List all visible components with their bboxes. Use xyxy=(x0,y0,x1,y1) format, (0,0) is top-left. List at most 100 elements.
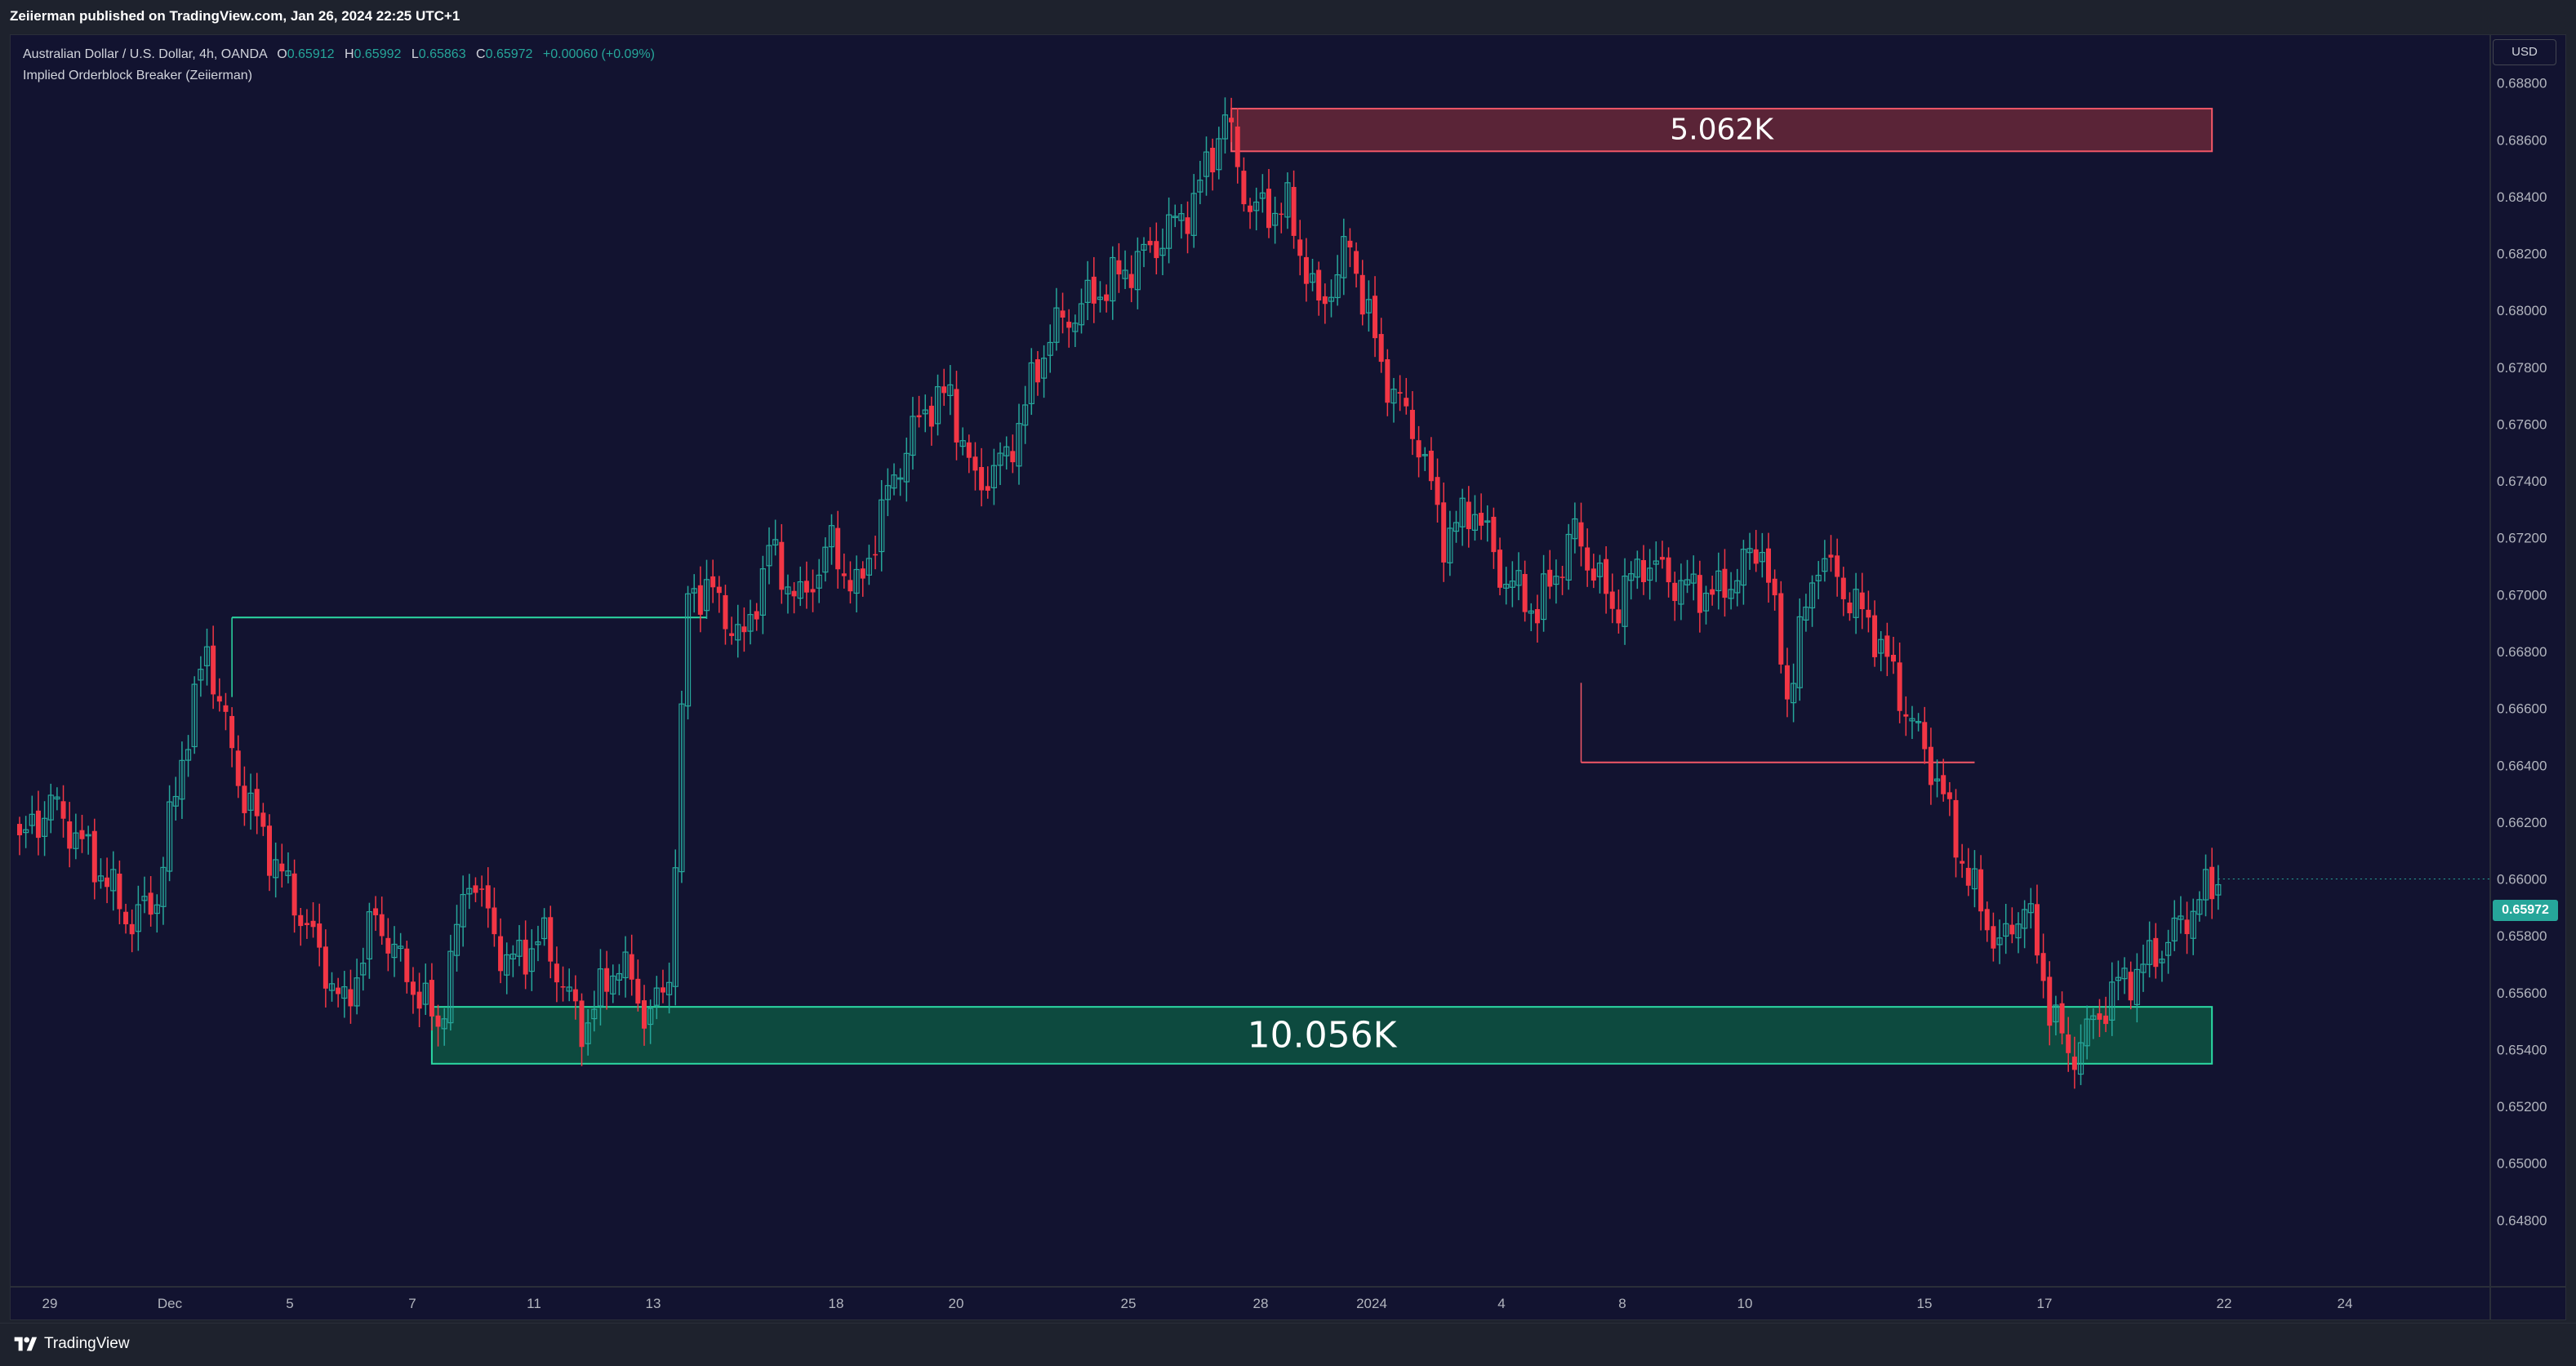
bearish-candle xyxy=(697,566,703,633)
y-tick-label: 0.67200 xyxy=(2497,531,2547,546)
bearish-candle xyxy=(1547,550,1553,599)
bearish-candle xyxy=(966,434,972,474)
bullish-candle xyxy=(1334,255,1341,306)
bearish-candle xyxy=(1185,201,1190,254)
bullish-candle xyxy=(203,628,211,686)
bearish-candle xyxy=(1291,170,1297,249)
bullish-candle xyxy=(2171,900,2178,951)
bearish-candle xyxy=(310,902,316,938)
bullish-candle xyxy=(1653,541,1659,582)
bearish-candle xyxy=(1347,228,1353,268)
bullish-candle xyxy=(73,813,79,860)
change-value: +0.00060 (+0.09%) xyxy=(542,47,655,61)
tradingview-logo-icon xyxy=(14,1337,38,1351)
bearish-candle xyxy=(629,934,634,996)
bullish-candle xyxy=(1390,377,1397,423)
bearish-candle xyxy=(373,896,379,932)
bullish-candle xyxy=(1453,510,1460,543)
tradingview-brand[interactable]: TradingView xyxy=(13,1335,130,1353)
bullish-candle xyxy=(1909,705,1915,740)
bullish-candle xyxy=(1728,572,1734,610)
bearish-candle xyxy=(1128,255,1134,303)
currency-button[interactable]: USD xyxy=(2493,39,2556,65)
bullish-candle xyxy=(1515,552,1522,601)
bearish-candle xyxy=(1359,260,1365,326)
low-label: L xyxy=(411,47,419,61)
bullish-candle xyxy=(1097,281,1104,313)
symbol-name[interactable]: Australian Dollar / U.S. Dollar, 4h, OAN… xyxy=(23,47,267,61)
bearish-candle xyxy=(1060,292,1066,334)
bullish-candle xyxy=(2140,944,2147,992)
bearish-candle xyxy=(479,875,485,907)
bullish-candle xyxy=(1634,550,1640,590)
bearish-candle xyxy=(1847,592,1853,621)
bullish-orderblock-volume-label: 10.056K xyxy=(1247,1014,1397,1057)
high-value: 0.65992 xyxy=(354,47,402,61)
candlestick-chart[interactable]: 0.68800 0.68600 0.68400 0.68200 0.68000 0.678… xyxy=(11,35,2565,1319)
bullish-candle xyxy=(1791,663,1797,723)
bearish-candle xyxy=(1441,482,1447,582)
bearish-candle xyxy=(1840,567,1846,616)
bullish-candle xyxy=(167,785,173,882)
bullish-candle xyxy=(1528,603,1534,632)
bullish-candle xyxy=(1272,196,1279,244)
y-tick-label: 0.65800 xyxy=(2497,928,2547,944)
bullish-candle xyxy=(2190,898,2196,955)
bearish-candle xyxy=(1641,545,1646,595)
bullish-candle xyxy=(1622,558,1628,645)
bullish-candle xyxy=(1341,218,1347,296)
bullish-candle xyxy=(398,932,404,962)
bullish-candle xyxy=(328,972,336,1002)
bullish-candle xyxy=(1016,403,1022,485)
chart-area[interactable]: 0.68800 0.68600 0.68400 0.68200 0.68000 0.678… xyxy=(10,34,2566,1320)
bearish-candle xyxy=(1416,425,1421,478)
x-tick-label: 4 xyxy=(1497,1296,1505,1311)
bullish-candle xyxy=(959,427,966,456)
bearish-candle xyxy=(473,877,478,902)
bearish-candle xyxy=(1279,202,1284,234)
bullish-candle xyxy=(97,858,105,889)
bullish-candle xyxy=(179,741,185,819)
x-tick-label: 20 xyxy=(949,1296,964,1311)
indicator-name[interactable]: Implied Orderblock Breaker (Zeiierman) xyxy=(23,69,252,82)
bearish-candle xyxy=(2040,933,2046,999)
x-tick-label: 29 xyxy=(42,1296,58,1311)
close-value: 0.65972 xyxy=(485,47,533,61)
bullish-candle xyxy=(1259,174,1266,213)
bearish-candle xyxy=(223,692,229,731)
bullish-candle xyxy=(47,783,54,834)
bullish-candle xyxy=(1565,523,1572,590)
bearish-candle xyxy=(1378,318,1384,373)
bullish-candle xyxy=(1740,540,1746,605)
bearish-candle xyxy=(348,969,354,1024)
bearish-candle xyxy=(1928,727,1933,805)
bearish-candle xyxy=(835,510,841,589)
bullish-candle xyxy=(653,976,660,1020)
bullish-candle xyxy=(160,857,167,925)
bearish-candle xyxy=(1559,565,1565,595)
y-tick-label: 0.68200 xyxy=(2497,247,2547,262)
bearish-candle xyxy=(1010,434,1016,474)
bullish-candle xyxy=(172,776,179,821)
bullish-candle xyxy=(591,990,598,1032)
bullish-candle xyxy=(822,537,829,582)
bullish-candle xyxy=(1190,174,1197,248)
bearish-candle xyxy=(1835,538,1840,597)
bullish-candle xyxy=(2215,865,2222,910)
bearish-candle xyxy=(211,625,216,710)
bullish-candle xyxy=(691,574,697,613)
bearish-candle xyxy=(954,371,959,461)
bullish-candle xyxy=(422,963,429,1015)
bullish-candle xyxy=(1509,561,1515,607)
x-tick-label: 24 xyxy=(2338,1296,2353,1311)
bearish-candle xyxy=(1872,600,1878,667)
bullish-candle xyxy=(897,468,904,496)
bullish-candle xyxy=(1022,385,1029,444)
bullish-candle xyxy=(797,566,803,607)
bearish-candle xyxy=(848,561,853,604)
bearish-candle xyxy=(1965,848,1971,897)
bearish-candle xyxy=(810,569,816,612)
bearish-candle xyxy=(791,582,797,614)
bullish-candle xyxy=(1971,850,1978,908)
bearish-candle xyxy=(635,959,641,1012)
